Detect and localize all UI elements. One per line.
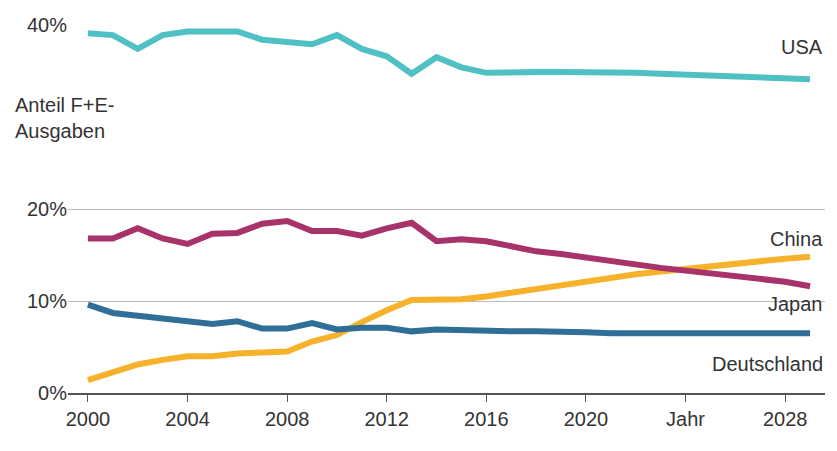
svg-text:Japan: Japan [768, 293, 823, 315]
svg-text:2004: 2004 [165, 408, 210, 430]
svg-text:2016: 2016 [464, 408, 509, 430]
svg-text:20%: 20% [27, 198, 67, 220]
svg-text:2012: 2012 [364, 408, 409, 430]
svg-text:2000: 2000 [66, 408, 111, 430]
svg-text:10%: 10% [27, 290, 67, 312]
svg-text:0%: 0% [38, 382, 67, 404]
svg-text:40%: 40% [27, 14, 67, 36]
svg-text:2020: 2020 [564, 408, 609, 430]
svg-text:2028: 2028 [763, 408, 808, 430]
svg-text:China: China [770, 228, 823, 250]
svg-text:2008: 2008 [265, 408, 310, 430]
svg-text:USA: USA [781, 36, 823, 58]
svg-text:Anteil F+E-Ausgaben: Anteil F+E-Ausgaben [15, 94, 114, 142]
svg-text:Deutschland: Deutschland [712, 353, 823, 375]
svg-text:Jahr: Jahr [666, 408, 705, 430]
